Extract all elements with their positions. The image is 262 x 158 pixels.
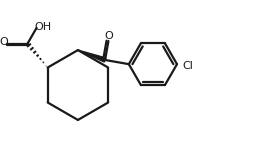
Text: Cl: Cl (182, 61, 193, 71)
Text: OH: OH (35, 22, 52, 32)
Text: O: O (0, 37, 9, 47)
Polygon shape (78, 50, 106, 62)
Text: O: O (104, 31, 113, 41)
